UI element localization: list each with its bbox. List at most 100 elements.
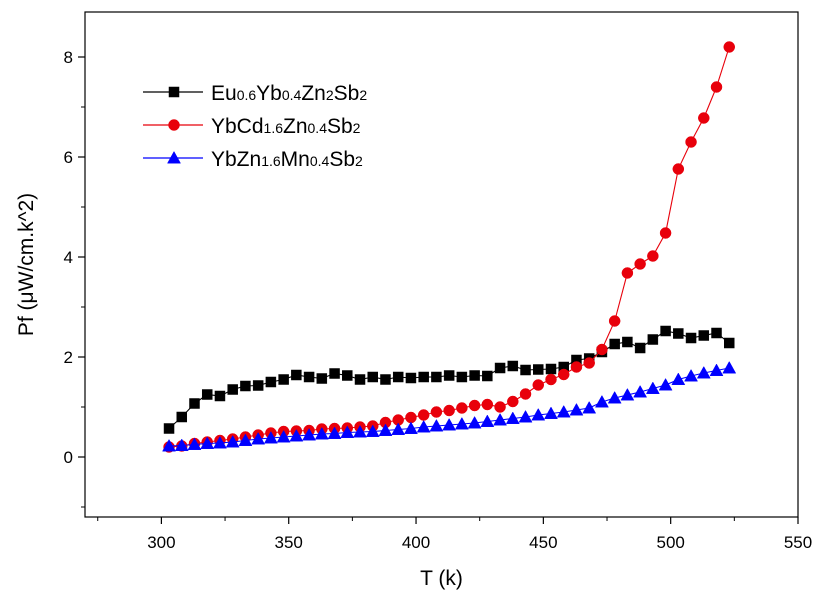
data-point [251,431,266,445]
data-point [200,436,215,449]
x-tick-label: 500 [656,533,684,552]
data-point [494,401,506,413]
data-point [673,328,684,339]
data-point [698,112,710,124]
data-point [532,379,545,391]
series-layer [162,41,737,453]
data-point [469,370,480,381]
data-point [405,372,417,384]
legend-marker [167,150,181,164]
data-point [620,387,635,401]
data-point [507,395,519,408]
data-point [596,343,608,356]
data-point [545,373,557,386]
data-point [544,406,558,419]
data-point [569,402,584,416]
legend-label-part: 1.6 [261,153,281,169]
data-point [302,427,317,441]
data-point [176,411,188,423]
legend-label-part: 0.6 [237,87,257,103]
data-point [519,388,532,400]
data-point [456,402,468,414]
data-point [443,370,455,381]
data-point [252,380,264,391]
data-point [647,250,659,262]
data-point [621,267,634,279]
legend-item: YbZn1.6Mn0.4Sb2 [143,148,363,171]
data-point [582,400,597,414]
data-point [316,373,328,384]
data-point [647,334,659,345]
data-point [482,370,493,382]
legend-label-part: Sb [334,82,360,105]
data-point [622,336,633,348]
data-point [672,163,685,175]
x-tick-label: 300 [147,533,175,552]
x-tick-label: 450 [529,533,557,552]
series-3 [162,360,737,452]
data-point [227,384,238,395]
legend-label-part: 1.6 [264,120,284,136]
data-point [671,372,686,385]
data-point [365,424,380,437]
legend-label: YbCd1.6Zn0.4Sb2 [211,115,361,138]
data-point [378,423,393,436]
data-point [431,371,442,383]
data-point [213,435,227,449]
data-point [163,423,175,434]
data-point [240,380,251,392]
data-point [609,338,620,350]
data-point [570,361,583,373]
legend-item: YbCd1.6Zn0.4Sb2 [143,115,361,138]
legend-label-part: YbCd [211,115,264,138]
y-axis-title: Pf (μW/cm.k^2) [15,193,38,336]
data-point [416,419,431,433]
data-point [481,398,494,411]
x-tick-label: 350 [275,533,303,552]
data-point [659,227,672,239]
y-tick-label: 8 [64,48,73,67]
y-tick-label: 4 [64,248,73,267]
data-point [392,371,404,383]
legend-label-part: 2 [359,87,367,103]
data-point [418,371,429,383]
data-point [684,368,698,382]
data-point [291,369,302,381]
legend-label-part: 2 [353,120,361,136]
data-point [658,377,673,391]
legend-label-part: Mn [281,148,310,171]
data-point [174,438,189,451]
x-tick-label: 550 [784,533,812,552]
data-point [634,258,646,270]
data-point [276,429,291,443]
data-point [443,404,455,417]
data-point [685,332,697,344]
data-point [429,418,444,432]
data-point [583,357,595,369]
data-point [162,438,176,452]
data-point [329,368,340,379]
legend-label-part: 0.4 [310,153,330,169]
data-point [723,41,735,53]
data-point [698,330,710,341]
data-point [685,136,697,148]
data-point [467,415,482,429]
data-point [201,389,213,400]
data-point [189,398,200,409]
data-point [633,384,648,398]
legend-label-part: Sb [329,148,355,171]
x-tick-label: 400 [402,533,430,552]
legend-label-part: 0.4 [282,87,302,103]
data-point [556,404,571,418]
legend-marker [168,86,180,98]
legend-label: YbZn1.6Mn0.4Sb2 [211,148,363,171]
legend: Eu0.6Yb0.4Zn2Sb2YbCd1.6Zn0.4Sb2YbZn1.6Mn… [143,82,367,171]
data-point [342,370,353,381]
data-point [722,360,737,374]
legend-label-part: Zn [283,115,308,138]
series-1 [163,325,735,434]
data-point [238,433,253,446]
data-point [531,407,546,421]
